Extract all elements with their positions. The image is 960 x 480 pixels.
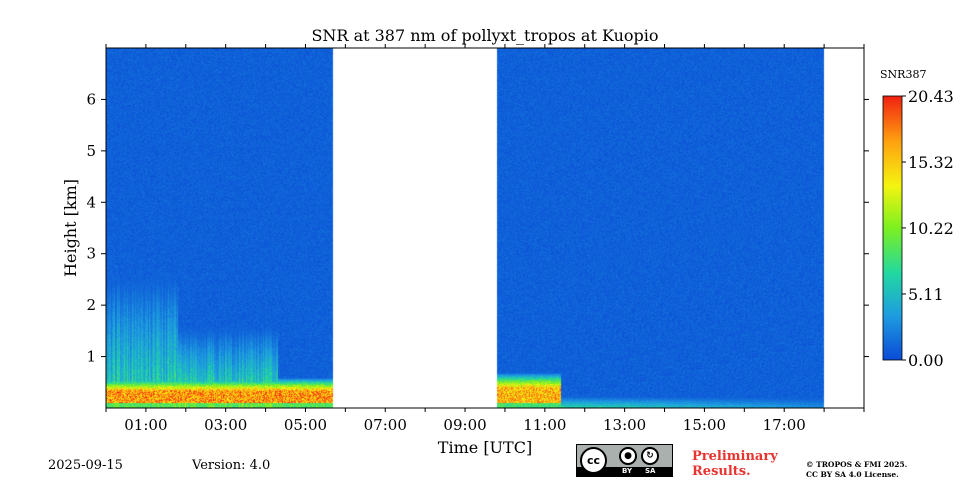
- cc-sa-label: SA: [645, 467, 656, 475]
- heatmap-canvas: [106, 48, 864, 408]
- x-tick-label: 03:00: [204, 416, 247, 434]
- preliminary-line-1: Preliminary: [692, 449, 778, 464]
- y-tick-label: 3: [86, 245, 96, 263]
- copyright-notice: © TROPOS & FMI 2025. CC BY SA 4.0 Licens…: [806, 460, 956, 480]
- copyright-line-2: CC BY SA 4.0 License.: [806, 470, 899, 479]
- x-tick-label: 07:00: [364, 416, 407, 434]
- y-tick-label: 4: [86, 193, 96, 211]
- x-tick-label: 11:00: [523, 416, 566, 434]
- preliminary-notice: Preliminary Results.: [692, 449, 802, 479]
- cc-by-label: BY: [622, 467, 633, 475]
- cc-badge-band: [577, 467, 672, 476]
- version-label: Version: 4.0: [192, 458, 271, 473]
- copyright-line-1: © TROPOS & FMI 2025.: [806, 460, 908, 469]
- x-tick-label: 13:00: [603, 416, 646, 434]
- y-tick-label: 6: [86, 90, 96, 108]
- colorbar-tick-label: 5.11: [908, 285, 944, 304]
- colorbar-ticks: 0.00 5.11 10.22 15.32 20.43: [902, 87, 954, 370]
- x-axis-ticks: 01:00 03:00 05:00 07:00 09:00 11:00 13:00 15:00…: [105, 44, 865, 434]
- x-tick-label: 17:00: [763, 416, 806, 434]
- y-axis-ticks: 1 2 3 4 5 6: [86, 90, 869, 366]
- colorbar-tick-label: 0.00: [908, 351, 944, 370]
- colorbar: [882, 95, 903, 361]
- colorbar-tick-label: 10.22: [908, 219, 954, 238]
- measurement-date: 2025-09-15: [48, 458, 123, 473]
- x-axis-label: Time [UTC]: [438, 438, 532, 457]
- heatmap-area: [106, 48, 864, 408]
- colorbar-tick-label: 20.43: [908, 87, 954, 106]
- cc-icon: cc: [580, 447, 607, 474]
- preliminary-line-2: Results.: [692, 464, 751, 479]
- x-tick-label: 09:00: [443, 416, 486, 434]
- y-axis-label: Height [km]: [61, 179, 80, 277]
- y-tick-label: 1: [86, 348, 96, 366]
- colorbar-tick-label: 15.32: [908, 153, 954, 172]
- share-alike-icon: ↻: [641, 447, 659, 465]
- plot-frame: [105, 47, 865, 409]
- y-tick-label: 2: [86, 296, 96, 314]
- cc-license-badge: cc ● ↻ BY SA: [576, 444, 673, 477]
- attribution-icon: ●: [619, 447, 637, 465]
- chart-title: SNR at 387 nm of pollyxt_tropos at Kuopi…: [311, 26, 658, 45]
- y-tick-label: 5: [86, 142, 96, 160]
- x-tick-label: 15:00: [683, 416, 726, 434]
- colorbar-label: SNR387: [880, 68, 926, 81]
- x-tick-label: 05:00: [284, 416, 327, 434]
- x-tick-label: 01:00: [124, 416, 167, 434]
